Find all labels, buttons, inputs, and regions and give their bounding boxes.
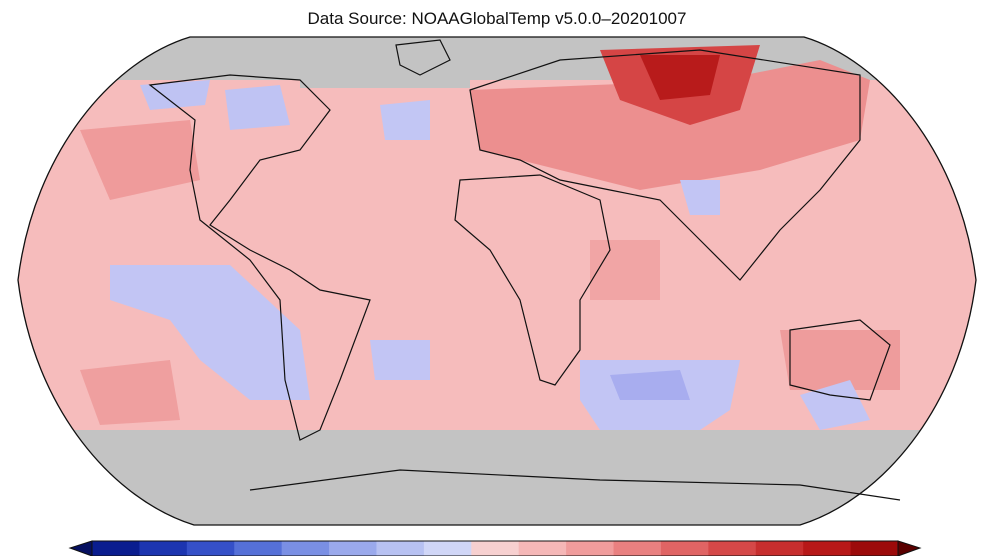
cool-pacific-east [110,265,310,400]
map-frame [17,36,977,526]
cool-alaska [140,80,210,110]
colorbar-part [91,540,899,556]
colorbar-part [518,541,567,556]
colorbar-part [613,541,662,556]
greenland [395,39,451,76]
cool-atlantic [380,100,430,140]
colorbar-part [708,541,757,556]
colorbar-part [92,541,140,556]
colorbar-part [376,541,425,556]
cool-s-atlantic [370,340,430,380]
colorbar-part [139,541,188,556]
colorbar-part [660,541,709,556]
americas [148,74,371,441]
antarctic-missing [18,430,976,525]
colorbar-part [803,541,852,556]
data-source: Data Source: NOAAGlobalTemp v5.0.0–20201… [308,9,687,28]
coastlines [148,39,901,501]
australia [789,319,891,401]
colorbar-part [281,541,330,556]
colorbar [68,540,922,556]
cool-indian-core [610,370,690,400]
arctic-missing-edge [18,37,976,88]
hot-siberia [640,55,720,100]
colorbar-part [566,541,615,556]
colorbar-part [755,541,804,556]
colorbar-part [234,541,283,556]
warm-eurasia [470,60,870,190]
warm-australia [780,330,900,390]
colorbar-part [186,541,235,556]
africa [454,174,611,386]
anomaly-field [18,37,976,525]
colorbar-part [329,541,377,556]
eurasia [469,49,861,281]
warm-pacific-s [80,360,180,425]
colorbar-part [423,541,472,556]
warm-pacific-n [80,120,200,200]
cool-canada [225,85,290,130]
colorbar-part [850,541,899,556]
warm-indian [590,240,660,300]
colorbar-part [471,541,520,556]
antarctica [249,469,901,501]
cool-tasman [800,380,870,430]
cool-india [680,180,720,215]
